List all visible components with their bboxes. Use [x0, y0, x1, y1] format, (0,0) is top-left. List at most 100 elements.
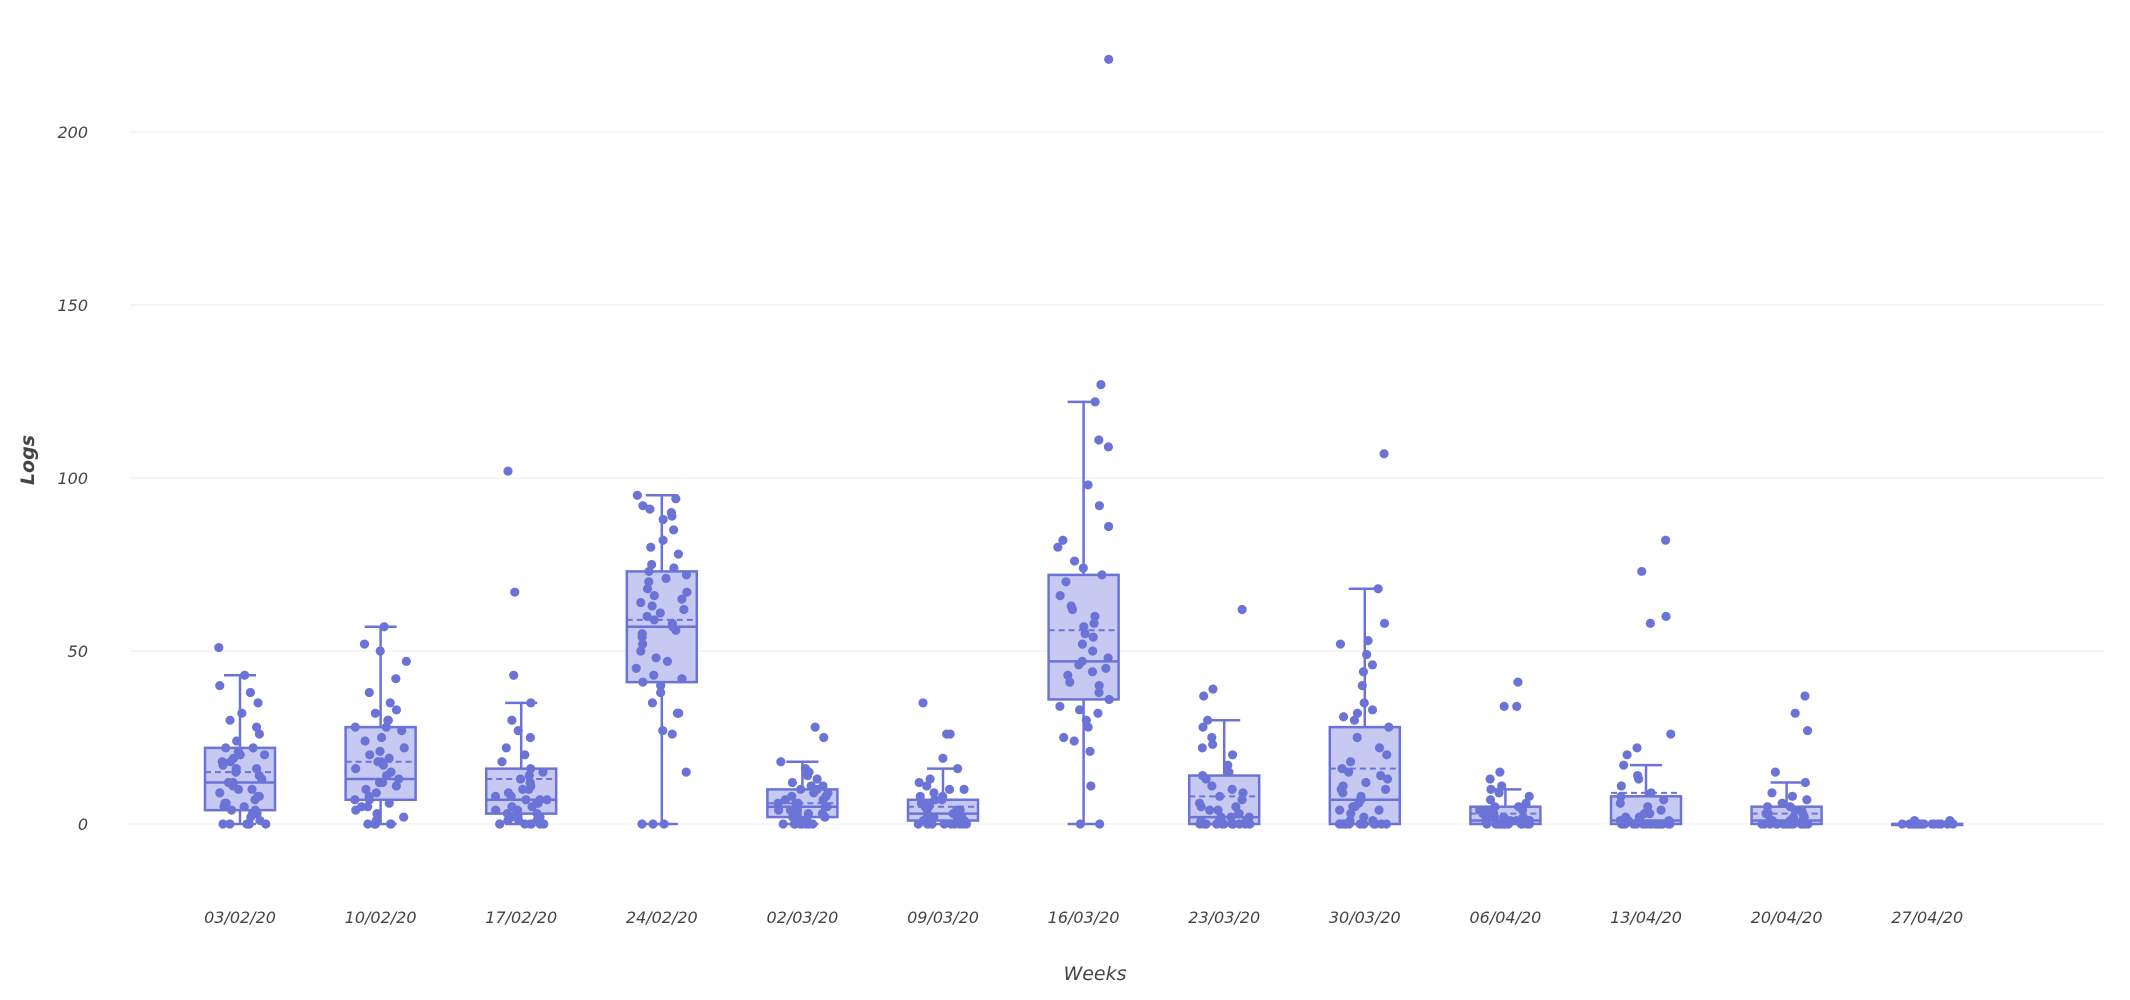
data-point	[1927, 819, 1937, 829]
data-point	[1757, 819, 1767, 829]
data-point	[359, 639, 370, 649]
data-point	[1382, 750, 1392, 760]
data-point	[658, 725, 668, 736]
data-point	[1337, 764, 1347, 774]
data-point	[1233, 809, 1244, 819]
data-point	[1198, 722, 1208, 732]
data-point	[1646, 788, 1656, 798]
data-point	[1367, 660, 1378, 670]
data-point	[1373, 584, 1383, 594]
data-point	[1632, 770, 1643, 781]
data-point	[361, 784, 371, 795]
data-point	[1207, 732, 1217, 743]
data-point	[526, 698, 536, 708]
box-trace	[484, 466, 558, 829]
data-point	[661, 573, 671, 583]
data-point	[656, 687, 666, 698]
data-point	[818, 781, 828, 791]
data-point	[1512, 701, 1522, 711]
data-point	[1094, 681, 1104, 691]
data-point	[521, 795, 531, 805]
data-point	[1338, 781, 1348, 791]
data-point	[1094, 435, 1104, 445]
data-point	[1223, 760, 1233, 770]
data-point	[503, 466, 513, 476]
data-point	[525, 732, 535, 743]
data-point	[642, 584, 653, 594]
data-point	[1081, 715, 1091, 725]
data-point	[214, 642, 224, 653]
data-point	[915, 791, 925, 801]
data-point	[250, 805, 260, 815]
data-point	[953, 764, 963, 774]
data-point	[1227, 784, 1237, 795]
data-point	[1203, 715, 1213, 725]
y-tick-label: 100	[57, 469, 88, 488]
x-tick-label: 30/03/20	[1329, 908, 1401, 927]
data-point	[1228, 819, 1238, 829]
data-point	[1897, 819, 1907, 829]
data-point	[1661, 611, 1671, 622]
data-point	[1909, 815, 1920, 826]
x-tick-label: 13/04/20	[1610, 908, 1682, 927]
data-point	[1058, 535, 1068, 545]
data-point	[401, 656, 411, 666]
data-point	[681, 767, 691, 777]
data-point	[495, 819, 505, 829]
data-point	[1918, 819, 1928, 829]
data-point	[539, 819, 549, 829]
data-point	[647, 559, 657, 570]
box-trace	[766, 722, 839, 829]
data-point	[1483, 805, 1493, 815]
data-point	[1238, 788, 1248, 798]
data-point	[776, 757, 786, 767]
data-point	[647, 698, 658, 708]
data-point	[1090, 611, 1100, 622]
data-point	[218, 819, 228, 829]
data-point	[497, 757, 507, 767]
data-point	[1368, 815, 1378, 826]
data-point	[1499, 701, 1509, 711]
data-point	[360, 736, 370, 746]
data-point	[535, 795, 545, 805]
data-point	[778, 819, 788, 829]
data-point	[1097, 570, 1107, 580]
data-point	[503, 788, 514, 798]
data-point	[381, 722, 391, 732]
data-point	[376, 732, 387, 743]
data-point	[215, 681, 225, 691]
data-point	[918, 698, 928, 708]
data-point	[1213, 805, 1223, 815]
data-point	[255, 815, 265, 826]
data-point	[1208, 684, 1218, 694]
y-tick-label: 200	[57, 123, 88, 142]
data-point	[1096, 379, 1106, 390]
data-point	[1802, 725, 1813, 736]
data-point	[1645, 809, 1655, 819]
data-point	[1090, 397, 1100, 407]
data-point	[952, 805, 962, 815]
data-point	[1066, 601, 1076, 611]
data-point	[375, 746, 385, 756]
data-point	[225, 715, 235, 725]
data-point	[363, 819, 373, 829]
data-point	[642, 611, 652, 622]
data-point	[1615, 798, 1625, 808]
data-point	[532, 809, 542, 819]
data-point	[1087, 667, 1098, 677]
data-point	[254, 729, 265, 739]
data-point	[773, 798, 783, 808]
data-point	[1374, 743, 1385, 753]
x-tick-label: 09/03/20	[907, 908, 979, 927]
data-point	[644, 566, 654, 577]
data-point	[1513, 677, 1523, 687]
data-point	[1800, 777, 1810, 788]
data-point	[1244, 812, 1254, 822]
data-point	[914, 777, 924, 788]
x-tick-label: 23/03/20	[1188, 908, 1260, 927]
data-point	[253, 791, 263, 801]
data-point	[1374, 805, 1384, 815]
data-point	[1088, 632, 1098, 642]
data-point	[1787, 791, 1798, 801]
data-point	[1075, 705, 1085, 715]
